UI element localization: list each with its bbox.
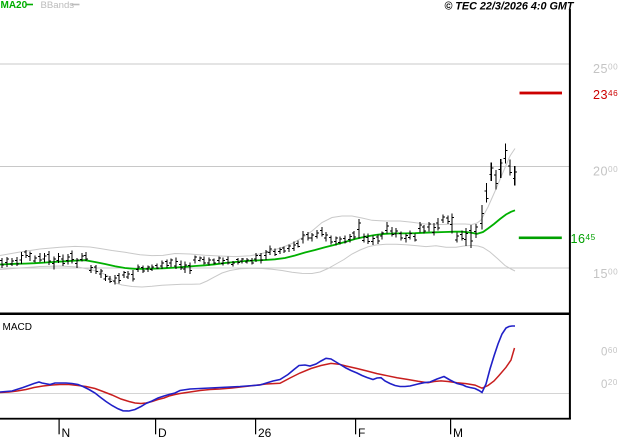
svg-text:MACD: MACD bbox=[3, 322, 32, 333]
svg-text:020: 020 bbox=[601, 378, 618, 391]
svg-text:M: M bbox=[453, 426, 463, 440]
svg-text:1500: 1500 bbox=[593, 267, 618, 281]
svg-text:BBands: BBands bbox=[41, 0, 75, 11]
svg-text:F: F bbox=[358, 426, 365, 440]
svg-text:D: D bbox=[158, 426, 167, 440]
svg-text:2500: 2500 bbox=[593, 62, 618, 76]
svg-text:2000: 2000 bbox=[593, 164, 618, 178]
svg-text:1645: 1645 bbox=[571, 232, 596, 246]
svg-text:2346: 2346 bbox=[593, 88, 618, 102]
svg-text:MA20: MA20 bbox=[1, 0, 28, 11]
svg-text:© TEC 22/3/2026 4:0 GMT: © TEC 22/3/2026 4:0 GMT bbox=[444, 0, 575, 12]
svg-text:N: N bbox=[62, 426, 71, 440]
svg-text:26: 26 bbox=[258, 426, 272, 440]
svg-text:060: 060 bbox=[601, 346, 618, 359]
